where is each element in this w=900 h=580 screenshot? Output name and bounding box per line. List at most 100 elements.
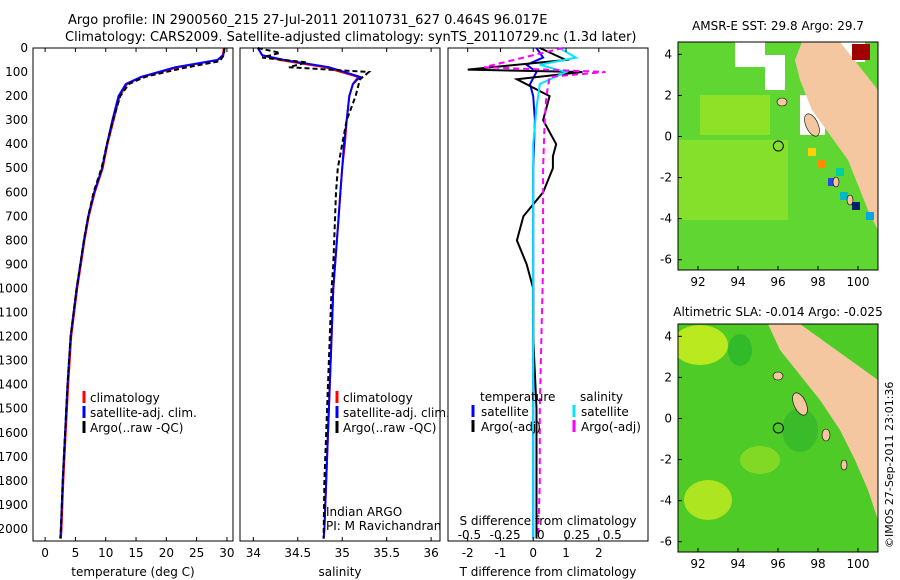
- depth-tick-label: 900: [5, 257, 28, 271]
- s-tick-label: 0: [537, 528, 545, 542]
- depth-tick-label: 700: [5, 209, 28, 223]
- lon-tick-label: 98: [810, 557, 825, 571]
- depth-tick-label: 1100: [0, 306, 28, 320]
- depth-tick-label: 200: [5, 89, 28, 103]
- x-tick-label: 0: [41, 546, 49, 560]
- sla-low: [728, 334, 752, 366]
- island: [792, 392, 808, 416]
- legend-s-satellite: satellite: [581, 405, 629, 419]
- island: [840, 459, 848, 471]
- sst-cell: [852, 202, 860, 210]
- island: [832, 176, 840, 188]
- legend-t-argo: Argo(-adj): [481, 420, 541, 434]
- sst-cell: [840, 192, 848, 200]
- sla-high: [678, 325, 728, 365]
- depth-tick-label: 500: [5, 161, 28, 175]
- lon-tick-label: 100: [847, 557, 870, 571]
- legend-climatology: climatology: [343, 391, 413, 405]
- lat-tick-label: -4: [660, 494, 672, 508]
- lon-tick-label: 100: [847, 275, 870, 289]
- x-tick-label: 15: [128, 546, 143, 560]
- sst-cell: [828, 178, 836, 186]
- sst-cell: [836, 168, 844, 176]
- legend-satellite-adj: satellite-adj. clim.: [343, 406, 450, 420]
- lat-tick-label: 2: [664, 370, 672, 384]
- x-tick-label: -1: [494, 546, 506, 560]
- x-tick-label: 36: [423, 546, 438, 560]
- x-tick-label: 34.5: [284, 546, 311, 560]
- depth-tick-label: 2000: [0, 522, 28, 536]
- temperature-axes: [32, 47, 234, 542]
- depth-axis: 0 100 200 300 400 500 600 700 800 900 1000 1100 1200…: [0, 41, 648, 536]
- sst-gap: [765, 55, 785, 90]
- s-tick-label: -0.25: [490, 528, 521, 542]
- temperature-legend: climatology satellite-adj. clim. Argo(..…: [82, 391, 197, 435]
- x-tick-label: 1: [562, 546, 570, 560]
- x-tick-label: 35.5: [373, 546, 400, 560]
- sla-low: [782, 408, 818, 452]
- lat-tick-label: -6: [660, 253, 672, 267]
- sla-high: [740, 446, 780, 474]
- x-tick-label: 25: [189, 546, 204, 560]
- island: [804, 113, 820, 137]
- lat-tick-label: -2: [660, 453, 672, 467]
- legend-s-argo: Argo(-adj): [581, 420, 641, 434]
- x-tick-label: 10: [98, 546, 113, 560]
- depth-tick-label: 100: [5, 65, 28, 79]
- x-tick-label: -2: [462, 546, 474, 560]
- depth-tick-label: 1200: [0, 330, 28, 344]
- island: [772, 371, 784, 381]
- t-difference-xlabel: T difference from climatology: [459, 565, 637, 579]
- sst-map-title: AMSR-E SST: 29.8 Argo: 29.7: [692, 19, 864, 33]
- x-tick-label: 20: [159, 546, 174, 560]
- sla-map-title: Altimetric SLA: -0.014 Argo: -0.025: [673, 305, 882, 319]
- lat-tick-label: 4: [664, 329, 672, 343]
- depth-tick-label: 1300: [0, 354, 28, 368]
- lat-tick-label: 0: [664, 411, 672, 425]
- series-line-argo-raw-qc-: [59, 47, 226, 539]
- sst-hot-pixel: [852, 44, 870, 60]
- legend-header-salinity: salinity: [580, 390, 623, 404]
- sst-gap: [735, 42, 765, 67]
- sst-warm-patch: [700, 95, 770, 135]
- s-tick-label: 0.25: [563, 528, 590, 542]
- depth-tick-label: 1900: [0, 498, 28, 512]
- s-tick-label: -0.5: [458, 528, 481, 542]
- legend-t-satellite: satellite: [481, 405, 529, 419]
- island: [846, 194, 854, 206]
- sst-map-panel: AMSR-E SST: 29.8 Argo: 29.7 92 94 96 9: [660, 19, 879, 289]
- depth-tick-label: 1800: [0, 474, 28, 488]
- title-line-2: Climatology: CARS2009. Satellite-adjuste…: [65, 30, 637, 45]
- sla-argo-marker: [772, 422, 784, 434]
- island: [821, 428, 831, 442]
- difference-axes: [447, 47, 649, 542]
- difference-panel: -2 -1 0 1 2 -0.5 -0.25 0 0.25 0.5 S difference f…: [447, 47, 649, 579]
- salinity-legend: climatology satellite-adj. clim. Argo(..…: [335, 391, 450, 435]
- lat-tick-label: -2: [660, 171, 672, 185]
- legend-header-temperature: temperature: [480, 390, 555, 404]
- annotation-indian-argo: Indian ARGO: [326, 505, 402, 519]
- temperature-xlabel: temperature (deg C): [71, 565, 194, 579]
- depth-tick-label: 1400: [0, 378, 28, 392]
- salinity-xlabel: salinity: [318, 565, 361, 579]
- s-tick-label: 0.5: [603, 528, 622, 542]
- x-tick-label: 30: [219, 546, 234, 560]
- lon-tick-label: 92: [690, 275, 705, 289]
- series-line-s-argo-adj-: [483, 47, 606, 539]
- sst-argo-marker: [772, 140, 784, 152]
- depth-tick-label: 400: [5, 137, 28, 151]
- legend-argo: Argo(..raw -QC): [90, 421, 183, 435]
- lat-tick-label: 4: [664, 47, 672, 61]
- series-line-argo-raw-qc-: [257, 47, 372, 539]
- depth-tick-label: 0: [20, 41, 28, 55]
- lat-tick-label: 2: [664, 88, 672, 102]
- sumatra-land: [768, 324, 878, 520]
- legend-satellite-adj: satellite-adj. clim.: [90, 406, 197, 420]
- legend-climatology: climatology: [90, 391, 160, 405]
- temperature-panel: 0 5 10 15 20 25 30 temperature (deg C) climato…: [32, 47, 235, 579]
- sst-warm-patch: [678, 140, 788, 220]
- depth-tick-label: 600: [5, 185, 28, 199]
- x-tick-label: 5: [72, 546, 80, 560]
- sla-map-panel: Altimetric SLA: -0.014 Argo: -0.025 92 94…: [660, 305, 883, 571]
